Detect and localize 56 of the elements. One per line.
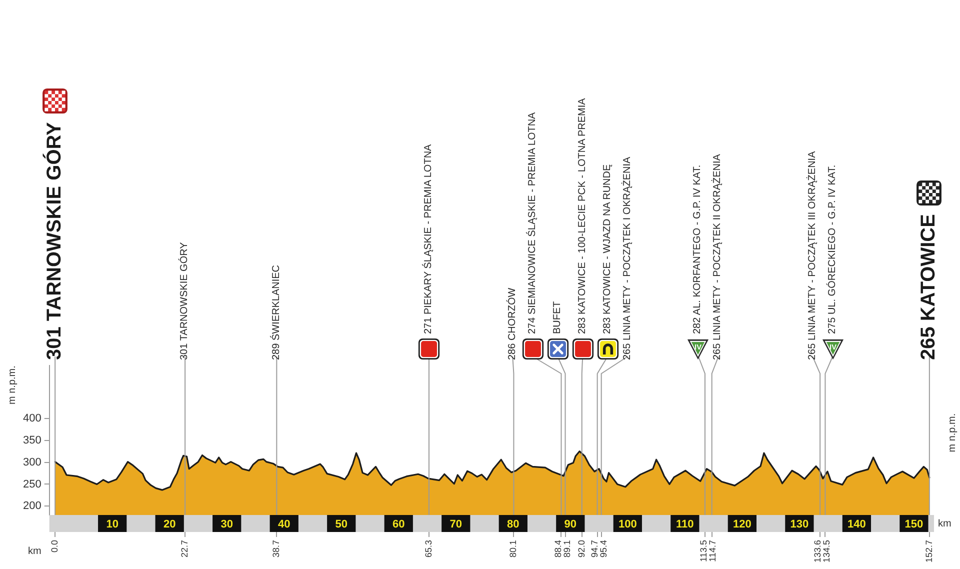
x2-tick-label: 150 <box>904 518 924 531</box>
x2-tick-label: 140 <box>848 518 866 531</box>
y-axis-title: m n.p.m. <box>6 366 18 405</box>
y-tick-label: 350 <box>22 434 42 446</box>
ref-line-label: 265 LINIA METY - POCZĄTEK III OKRĄŻENIA <box>806 150 819 360</box>
triangle-icon: IV <box>687 338 710 360</box>
x2-tick-label: 80 <box>507 518 520 531</box>
y-tick-label: 200 <box>22 500 42 512</box>
x2-tick-label: 40 <box>278 518 290 531</box>
x-tick-label: 0.0 <box>50 540 60 553</box>
x2-tick-label: 120 <box>733 518 752 531</box>
ref-line-label: 289 ŚWIERKLANIEC <box>270 264 283 360</box>
x-tick-label: 134.5 <box>822 540 832 563</box>
ref-line-label: 275 UL. GÓRECKIEGO - G.P. IV KAT. <box>826 164 839 334</box>
x2-tick-label: 10 <box>106 518 118 531</box>
y-tick-label: 250 <box>22 478 42 490</box>
y-tick-label: 400 <box>22 412 42 424</box>
ref-line-label: 301 TARNOWSKIE GÓRY <box>179 242 192 360</box>
ref-line-label: 301 TARNOWSKIE GÓRY <box>44 122 67 360</box>
x2-tick-label: 60 <box>392 518 405 531</box>
x-tick-label: 80.1 <box>508 540 518 558</box>
x2-tick-label: 110 <box>676 518 694 531</box>
x-tick-label: 94.7 <box>589 540 600 558</box>
ref-line-label: 283 KATOWICE - WJAZD NA RUNDĘ <box>602 164 614 334</box>
text: m n.p.m. <box>946 413 958 452</box>
x-tick-label: 152.7 <box>924 540 934 563</box>
x-tick-label: 113.5 <box>698 540 708 562</box>
ref-line-label: 286 CHORZÓW <box>506 287 519 360</box>
ref-line-label: BUFET <box>552 300 564 334</box>
x-axis-title: km <box>28 546 42 557</box>
y-tick-label: 300 <box>22 456 42 468</box>
x2-axis-title: km <box>938 518 952 530</box>
x-tick-label: 133.6 <box>812 540 823 563</box>
triangle-icon: IV <box>822 338 844 360</box>
ref-line-label: 274 SIEMIANOWICE ŚLĄSKIE - PREMIA LOTNA <box>526 112 539 334</box>
ref-line-label: 271 PIEKARY ŚLĄSKIE - PREMIA LOTNA <box>422 144 435 334</box>
ref-line-label: 265 LINIA METY - POCZĄTEK II OKRĄŻENIA <box>712 154 724 360</box>
x-tick-label: 38.7 <box>271 540 282 558</box>
x-tick-label: 65.3 <box>423 540 434 558</box>
ref-line-label: 283 KATOWICE - 100-LECIE PCK - LOTNA PREMIA <box>576 98 589 334</box>
x2-tick-label: 130 <box>790 518 809 531</box>
x-tick-label: 114.7 <box>707 540 718 562</box>
x-tick-label: 22.7 <box>180 540 190 558</box>
x2-tick-label: 70 <box>450 518 462 531</box>
x2-tick-label: 30 <box>220 518 233 531</box>
ref-line-label: 265 KATOWICE <box>918 214 941 360</box>
x-tick-label: 88.4 <box>553 540 564 558</box>
ref-line-label: 282 AL. KORFANTEGO - G.P. IV KAT. <box>692 164 704 334</box>
x2-tick-label: 100 <box>618 518 637 531</box>
x2-tick-label: 90 <box>564 518 577 531</box>
x2-tick-label: 20 <box>163 518 176 531</box>
x-tick-label: 95.4 <box>598 540 608 558</box>
x-tick-label: 89.1 <box>562 540 572 558</box>
ref-line-label: 265 LINIA METY - POCZĄTEK I OKRĄŻENIA <box>622 156 634 360</box>
x-tick-label: 92.0 <box>576 540 586 558</box>
x2-tick-label: 50 <box>335 518 348 531</box>
